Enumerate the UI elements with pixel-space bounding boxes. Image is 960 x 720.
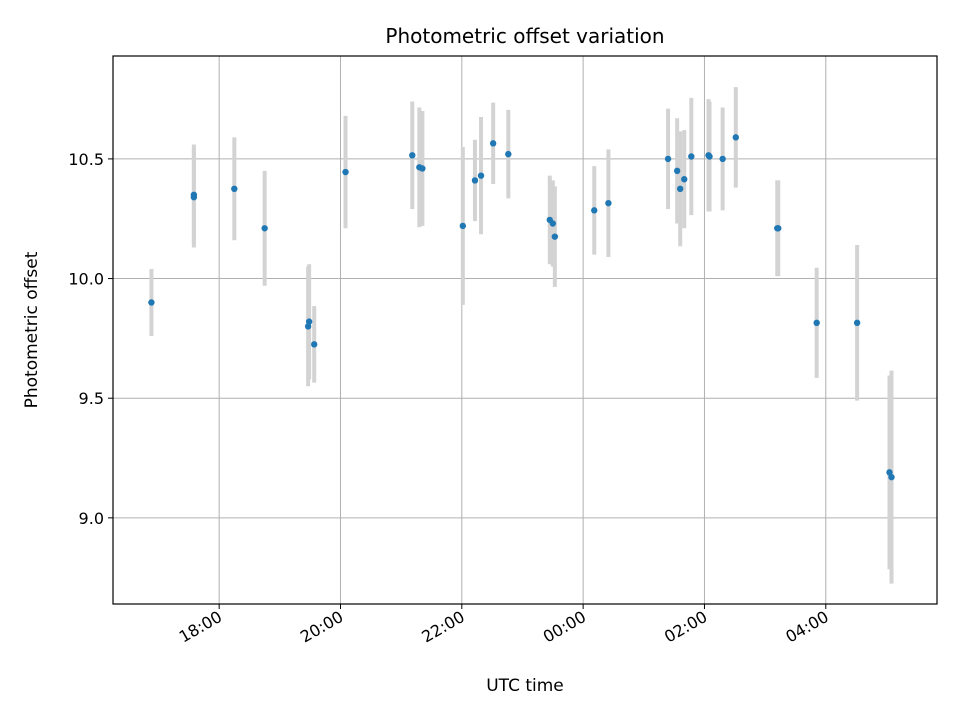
- data-point: [342, 168, 349, 176]
- data-point: [681, 176, 688, 183]
- y-ticks: 9.0 9.5 10.0 10.5: [68, 150, 113, 528]
- data-point: [190, 193, 198, 201]
- data-point: [505, 150, 512, 158]
- data-point: [664, 155, 672, 163]
- y-tick-label: 9.5: [79, 389, 104, 408]
- data-point: [148, 299, 155, 306]
- data-point: [775, 225, 782, 232]
- data-point: [706, 153, 713, 160]
- data-point: [886, 469, 893, 476]
- chart-title: Photometric offset variation: [385, 24, 664, 48]
- data-point: [305, 318, 313, 325]
- y-axis-label: Photometric offset: [22, 251, 42, 408]
- data-point: [673, 167, 681, 175]
- data-point: [477, 172, 485, 179]
- data-points: [148, 134, 895, 481]
- y-tick-label: 9.0: [79, 509, 104, 528]
- data-point: [676, 185, 684, 193]
- data-point: [549, 220, 557, 227]
- data-point: [310, 341, 318, 348]
- data-point: [813, 319, 820, 327]
- data-point: [459, 222, 467, 230]
- data-point: [261, 225, 268, 232]
- data-point: [719, 155, 726, 163]
- plot-frame: [112, 55, 938, 605]
- x-axis-label: UTC time: [486, 676, 564, 696]
- data-point: [409, 152, 416, 159]
- data-point: [888, 473, 895, 481]
- data-point: [853, 319, 861, 327]
- data-point: [732, 134, 740, 141]
- data-point: [605, 199, 612, 207]
- y-tick-label: 10.5: [68, 150, 104, 169]
- data-point: [551, 233, 559, 240]
- data-point: [489, 140, 497, 147]
- data-point: [688, 153, 695, 160]
- data-point: [471, 177, 479, 184]
- data-point: [419, 165, 426, 172]
- data-point: [591, 207, 598, 214]
- y-tick-label: 10.0: [68, 270, 104, 289]
- data-point: [304, 323, 312, 330]
- data-point: [231, 185, 238, 193]
